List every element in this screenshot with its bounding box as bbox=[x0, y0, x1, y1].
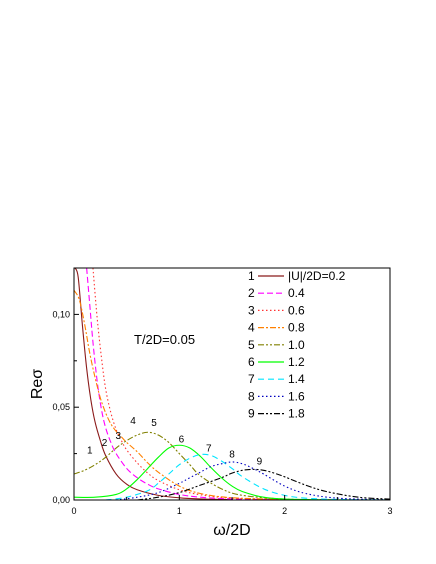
curve-label-7: 7 bbox=[206, 444, 212, 455]
curve-label-9: 9 bbox=[257, 457, 263, 468]
y-tick-label: 0,00 bbox=[52, 495, 70, 505]
legend-number-4: 4 bbox=[248, 321, 255, 335]
legend-label-2: 0.4 bbox=[288, 286, 305, 300]
legend-label-9: 1.8 bbox=[288, 407, 305, 421]
x-tick-label: 3 bbox=[387, 506, 392, 516]
plot-frame bbox=[73, 267, 391, 501]
x-axis-label: ω/2D bbox=[213, 522, 250, 539]
legend-label-8: 1.6 bbox=[288, 389, 305, 403]
x-tick-label: 0 bbox=[71, 506, 76, 516]
series-line-8 bbox=[116, 461, 390, 500]
legend-number-6: 6 bbox=[248, 355, 255, 369]
legend-number-8: 8 bbox=[248, 389, 255, 403]
series-line-1 bbox=[74, 268, 233, 500]
legend-number-7: 7 bbox=[248, 372, 255, 386]
legend-label-4: 0.8 bbox=[288, 321, 305, 335]
series-line-2 bbox=[86, 268, 285, 500]
legend-number-5: 5 bbox=[248, 338, 255, 352]
series-line-3 bbox=[92, 268, 285, 500]
series-layer bbox=[74, 268, 390, 500]
legend-number-1: 1 bbox=[248, 269, 255, 283]
y-axis-label: Reσ bbox=[29, 369, 46, 399]
legend-label-3: 0.6 bbox=[288, 303, 305, 317]
series-line-6 bbox=[74, 444, 390, 500]
legend-label-1: |U|/2D=0.2 bbox=[288, 269, 346, 283]
y-tick-label: 0,10 bbox=[52, 309, 70, 319]
curve-label-5: 5 bbox=[151, 418, 157, 429]
legend-label-6: 1.2 bbox=[288, 355, 305, 369]
curve-label-1: 1 bbox=[87, 446, 93, 457]
series-line-7 bbox=[105, 453, 390, 500]
curve-label-3: 3 bbox=[115, 431, 121, 442]
annotation-temperature: T/2D=0.05 bbox=[134, 332, 195, 347]
curve-label-6: 6 bbox=[179, 434, 185, 445]
legend-number-2: 2 bbox=[248, 286, 255, 300]
series-line-5 bbox=[74, 431, 338, 500]
series-line-4 bbox=[74, 289, 285, 500]
legend-number-3: 3 bbox=[248, 303, 255, 317]
legend-label-5: 1.0 bbox=[288, 338, 305, 352]
curve-label-8: 8 bbox=[229, 449, 235, 460]
legend-number-9: 9 bbox=[248, 407, 255, 421]
axes-layer: 0 1 2 30,000,050,10 bbox=[52, 309, 392, 516]
x-tick-label: 2 bbox=[282, 506, 287, 516]
y-tick-label: 0,05 bbox=[52, 402, 70, 412]
curve-label-4: 4 bbox=[130, 416, 136, 427]
legend-label-7: 1.4 bbox=[288, 372, 305, 386]
legend: 1 |U|/2D=0.2 2 0.4 3 0.6 4 0.8 5 1.0 6 1.2 7 1.4 8 1.6 9… bbox=[248, 269, 346, 421]
curve-label-2: 2 bbox=[102, 438, 108, 449]
x-tick-label: 1 bbox=[177, 506, 182, 516]
series-line-9 bbox=[137, 468, 390, 500]
